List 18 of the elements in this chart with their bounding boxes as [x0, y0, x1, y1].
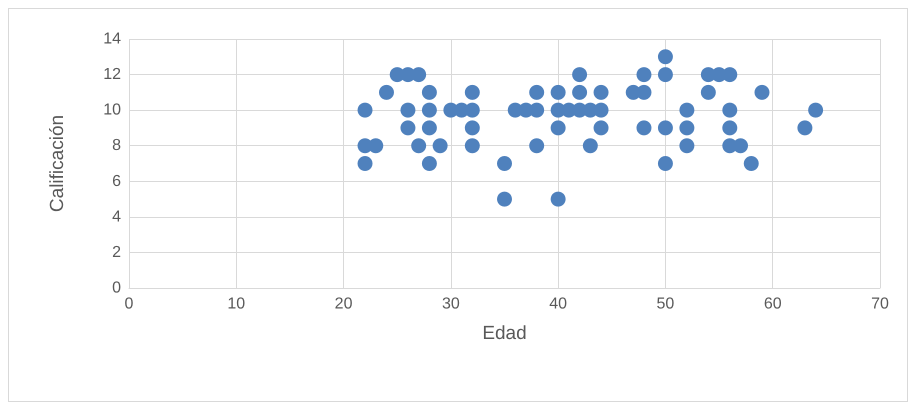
x-tick-label: 70 [871, 296, 889, 312]
x-tick-label: 50 [656, 296, 674, 312]
y-tick-label: 12 [103, 66, 122, 84]
y-tick-label: 14 [103, 30, 122, 48]
x-tick-label: 10 [227, 296, 246, 312]
y-tick-label: 0 [112, 280, 122, 296]
x-tick-label: 30 [442, 296, 460, 312]
y-tick-label: 4 [112, 208, 122, 226]
x-tick-label: 0 [124, 296, 134, 312]
x-axis-title: Edad [482, 323, 527, 344]
y-tick-label: 10 [103, 102, 122, 119]
x-tick-label: 40 [549, 296, 568, 312]
x-tick-label: 20 [334, 296, 353, 312]
y-axis-title: Calificación [47, 114, 68, 212]
y-tick-label: 8 [112, 137, 122, 154]
y-tick-label: 6 [112, 172, 122, 190]
y-tick-label: 2 [112, 244, 122, 261]
x-tick-label: 60 [764, 296, 782, 312]
